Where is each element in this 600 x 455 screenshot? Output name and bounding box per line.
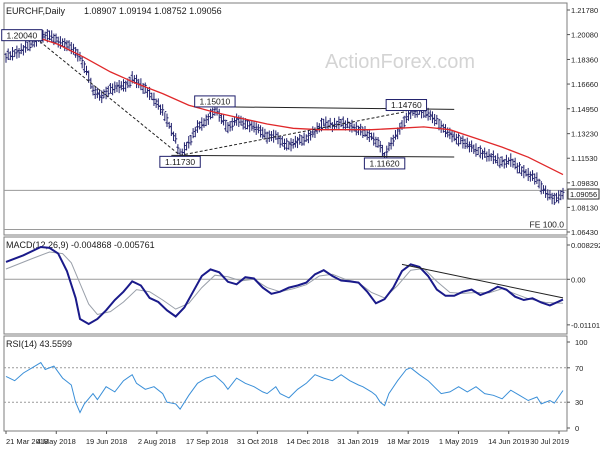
price-y-tick-label: 1.06430 [571,228,598,237]
price-y-tick-label: 1.18360 [571,55,598,64]
x-tick-label: 2 Aug 2018 [138,437,176,446]
price-plot-layer: 1.20040 1.15010 1.14760 1.11730 1.11620 FE 10… [1,29,567,231]
axis-labels-layer: 1.21780 1.20080 1.18360 1.16660 1.14950 1.132… [5,6,600,446]
price-panel-ohlc: 1.08907 1.09194 1.08752 1.09056 [84,6,222,16]
price-annotation-box [194,95,236,108]
macd-plot-layer [4,245,567,326]
price-annotation-box [159,155,201,168]
price-y-tick-label: 1.09830 [571,179,598,188]
dashed-trendline [31,34,181,156]
x-tick-label: 1 May 2019 [439,437,478,446]
fe-label: FE 100.0 [530,220,565,230]
rsi-panel-frame [3,335,568,432]
price-y-tick-label: 1.20080 [571,31,598,40]
price-annotation-label: 1.11730 [165,157,195,167]
price-annotation-label: 1.20040 [7,30,38,40]
price-annotation-box [1,29,43,42]
rsi-y-tick-label: 70 [575,364,583,373]
x-tick-label: 31 Jan 2019 [337,437,378,446]
x-tick-label: 30 Jul 2019 [530,437,569,446]
x-tick-label: 14 Jun 2019 [488,437,529,446]
x-tick-label: 19 Jun 2018 [86,437,127,446]
price-y-tick-label: 1.16660 [571,80,598,89]
macd-signal-line [5,251,564,316]
price-panel-frame [3,2,568,236]
watermark: ActionForex.com [325,51,475,73]
price-annotation-label: 1.11620 [370,159,400,169]
rsi-plot-layer [4,361,567,414]
macd-panel-title: MACD(12,26,9) -0.004868 -0.005761 [6,240,155,250]
price-panel-symbol: EURCHF,Daily [6,6,66,16]
macd-y-tick-label: 0.008292 [571,241,600,250]
price-annotation-label: 1.14760 [391,100,422,110]
price-y-tick-label: 1.11530 [571,154,598,163]
last-price-box [567,188,600,200]
rsi-y-tick-label: 0 [575,424,579,433]
price-y-tick-label: 1.21780 [571,6,598,15]
macd-y-tick-label: 0.00 [571,275,586,284]
price-annotation-box [385,99,428,112]
x-tick-label: 17 Sep 2018 [186,437,229,446]
last-price-label: 1.09056 [570,190,597,199]
x-tick-label: 4 May 2018 [37,437,76,446]
macd-panel-frame [3,236,568,335]
price-y-tick-label: 1.08130 [571,203,598,212]
rsi-y-tick-label: 100 [575,338,588,347]
x-tick-label: 14 Dec 2018 [286,437,329,446]
rsi-panel-title: RSI(14) 43.5599 [6,339,72,349]
x-tick-label: 18 Mar 2019 [387,437,429,446]
price-y-tick-label: 1.13230 [571,130,598,139]
x-tick-label: 31 Oct 2018 [237,437,278,446]
rsi-line [5,361,564,414]
channel-trendline [171,154,455,158]
x-tick-label: 21 Mar 2018 [6,437,48,446]
price-annotation-label: 1.15010 [200,97,231,107]
sma-line [40,37,564,176]
macd-trendline [401,263,564,299]
rsi-y-tick-label: 30 [575,398,583,407]
macd-y-tick-label: -0.011015 [571,321,600,330]
dashed-trendline [179,111,407,156]
macd-line [5,245,564,326]
price-annotation-box [363,157,406,170]
price-y-tick-label: 1.14950 [571,105,598,114]
